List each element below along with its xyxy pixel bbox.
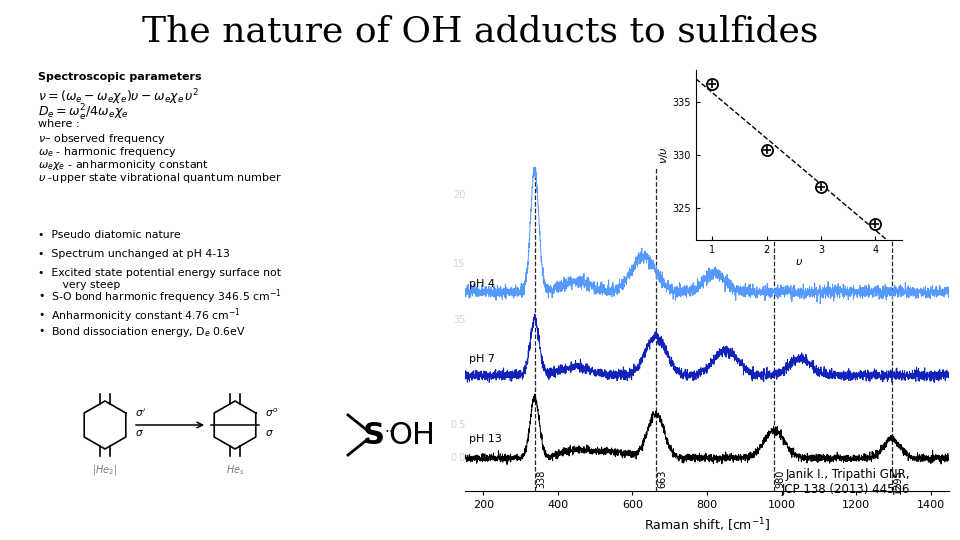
Text: very steep: very steep — [38, 280, 120, 290]
Text: $\omega_e\chi_e$ - anharmonicity constant: $\omega_e\chi_e$ - anharmonicity constan… — [38, 158, 209, 172]
Text: $\sigma$: $\sigma$ — [135, 428, 144, 438]
Text: 0.5: 0.5 — [450, 420, 466, 430]
Text: 980: 980 — [776, 469, 785, 488]
Text: •  Excited state potential energy surface not: • Excited state potential energy surface… — [38, 268, 281, 278]
Text: $\sigma^o$: $\sigma^o$ — [265, 407, 278, 419]
Text: ··: ·· — [384, 424, 394, 440]
Text: 35: 35 — [453, 315, 466, 325]
Text: 15: 15 — [453, 259, 466, 269]
Text: pH 13: pH 13 — [469, 434, 502, 444]
Text: $\omega_e$ - harmonic frequency: $\omega_e$ - harmonic frequency — [38, 145, 177, 159]
Text: $D_e=\omega_e^2/4\omega_e\chi_e$: $D_e=\omega_e^2/4\omega_e\chi_e$ — [38, 103, 129, 123]
Text: pH 7: pH 7 — [469, 354, 495, 364]
Text: The nature of OH adducts to sulfides: The nature of OH adducts to sulfides — [142, 15, 818, 49]
Text: $\nu$– observed frequency: $\nu$– observed frequency — [38, 132, 166, 146]
Text: $\upsilon$ -upper state vibrational quantum number: $\upsilon$ -upper state vibrational quan… — [38, 171, 282, 185]
Text: •  Pseudo diatomic nature: • Pseudo diatomic nature — [38, 230, 180, 240]
Text: 0.0: 0.0 — [450, 453, 466, 463]
Text: 338: 338 — [537, 469, 546, 488]
Text: Janik I., Tripathi GNR,
JCP 138 (2013) 44506: Janik I., Tripathi GNR, JCP 138 (2013) 4… — [781, 468, 910, 496]
Text: OH: OH — [389, 421, 436, 449]
Text: 20: 20 — [453, 190, 466, 200]
Y-axis label: $\nu/\upsilon$: $\nu/\upsilon$ — [657, 146, 670, 164]
Text: $|He_2|$: $|He_2|$ — [92, 463, 118, 477]
Text: 1295: 1295 — [893, 469, 903, 494]
Text: •  Bond dissociation energy, D$_e$ 0.6eV: • Bond dissociation energy, D$_e$ 0.6eV — [38, 325, 246, 339]
Text: •  Anharmonicity constant 4.76 cm$^{-1}$: • Anharmonicity constant 4.76 cm$^{-1}$ — [38, 306, 241, 325]
Text: pH 4: pH 4 — [469, 279, 495, 289]
X-axis label: $\upsilon$: $\upsilon$ — [795, 256, 804, 267]
X-axis label: Raman shift, [cm$^{-1}$]: Raman shift, [cm$^{-1}$] — [644, 516, 770, 534]
Text: 663: 663 — [658, 469, 667, 488]
Text: $\sigma$: $\sigma$ — [265, 428, 274, 438]
Text: S: S — [363, 421, 385, 449]
Text: Spectroscopic parameters: Spectroscopic parameters — [38, 72, 202, 82]
Text: $\nu=(\omega_e - \omega_e\chi_e)\upsilon - \omega_e\chi_e\, \upsilon^2$: $\nu=(\omega_e - \omega_e\chi_e)\upsilon… — [38, 87, 200, 106]
Text: where :: where : — [38, 119, 80, 129]
Text: •  S-O bond harmonic frequency 346.5 cm$^{-1}$: • S-O bond harmonic frequency 346.5 cm$^… — [38, 287, 281, 306]
Text: $\sigma'$: $\sigma'$ — [135, 407, 146, 419]
Text: •  Spectrum unchanged at pH 4-13: • Spectrum unchanged at pH 4-13 — [38, 249, 229, 259]
Text: $He_s$: $He_s$ — [226, 463, 245, 477]
